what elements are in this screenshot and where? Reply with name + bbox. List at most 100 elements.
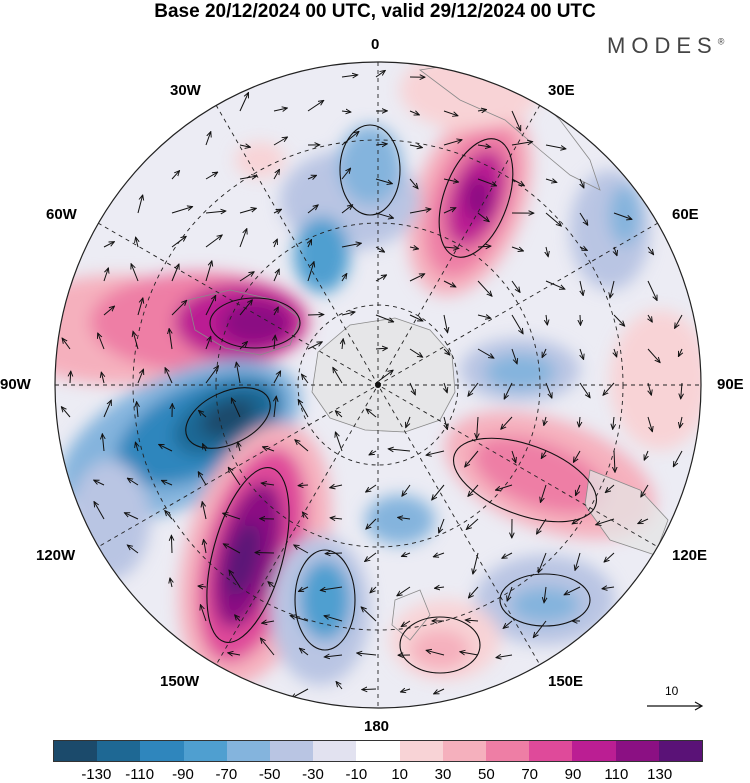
wind-vector-arrow [362, 689, 377, 690]
vector-reference-label: 10 [665, 684, 679, 698]
wind-vector-arrow [341, 243, 361, 248]
wind-vector-arrow [228, 653, 241, 655]
wind-vector-arrow [273, 108, 287, 111]
wind-vector-arrow [648, 382, 651, 395]
wind-vector-arrow [580, 280, 583, 296]
wind-vector-arrow [541, 450, 546, 459]
wind-vector-arrow [537, 518, 547, 534]
colorbar-swatch [54, 741, 98, 761]
south-america-outline [187, 289, 301, 356]
wind-vector-arrow [365, 552, 377, 562]
wind-vector-arrow [205, 211, 226, 213]
wind-vector-arrow [260, 638, 275, 656]
wind-vector-arrow [641, 484, 649, 497]
lon-label-0: 0 [371, 36, 380, 53]
wind-vector-arrow [545, 280, 565, 289]
wind-vector-arrow [605, 484, 615, 493]
colorbar-tick-label: 50 [477, 766, 495, 783]
wind-vector-arrow [239, 229, 247, 248]
wind-vector-arrow [336, 682, 343, 690]
wind-vector-arrow [223, 544, 241, 554]
lon-label-120w: 120W [36, 547, 76, 564]
wind-vector-arrow [579, 382, 590, 398]
wind-vector-arrow [255, 553, 275, 554]
wind-vector-arrow [101, 372, 104, 384]
wind-vector-arrow [342, 339, 343, 350]
wind-vector-arrow [171, 535, 172, 554]
wind-vector-arrow [501, 416, 513, 429]
colorbar-tick-label: 30 [434, 766, 452, 783]
wind-vector-arrow [203, 444, 206, 452]
wind-vector-arrow [98, 333, 105, 350]
wind-vector-arrow [370, 586, 377, 593]
wind-vector-arrow [613, 416, 614, 429]
brand-text: MODES [607, 33, 718, 58]
wind-vector-arrow [103, 306, 115, 316]
wind-vector-arrow [103, 400, 111, 418]
wind-vector-arrow [273, 371, 281, 384]
wind-vector-arrow [564, 586, 581, 595]
wind-vector-arrow [366, 518, 377, 529]
wind-vector-arrow [263, 447, 275, 452]
colorbar-tick-label: 110 [604, 766, 629, 783]
wind-vector-arrow [302, 512, 309, 520]
wind-vector-arrow [369, 451, 377, 455]
colorbar-tick-label: -50 [258, 766, 281, 783]
wind-vector-arrow [169, 329, 172, 350]
wind-vector-arrow [675, 314, 683, 328]
wind-vector-arrow [375, 246, 385, 252]
wind-vector-arrow [261, 483, 275, 485]
wind-vector-arrow [443, 110, 458, 116]
wind-vector-arrow [135, 442, 138, 452]
wind-vector-arrow [298, 400, 309, 418]
colorbar [53, 740, 703, 762]
wind-vector-arrow [375, 178, 392, 184]
wind-vector-arrow [366, 409, 377, 418]
wind-vector-arrow [171, 264, 179, 282]
wind-vector-arrow [375, 348, 388, 349]
wind-vector-arrow [477, 348, 494, 358]
wind-vector-arrow [308, 240, 312, 248]
anomaly-field [55, 62, 701, 708]
wind-vector-arrow [511, 246, 524, 251]
wind-vector-arrow [239, 342, 247, 350]
wind-vector-arrow [444, 416, 447, 430]
wind-vector-arrow [341, 312, 355, 315]
wind-vector-arrow [409, 348, 423, 357]
wind-vector-arrow [409, 247, 419, 249]
colorbar-swatch [529, 741, 573, 761]
wind-vector-arrow [401, 553, 411, 556]
wind-vector-arrow [239, 272, 254, 282]
wind-vector-arrow [614, 348, 617, 357]
wind-vector-arrow [495, 484, 513, 490]
wind-vector-arrow [507, 586, 513, 601]
wind-vector-arrow [502, 552, 513, 558]
wind-vector-arrow [511, 178, 524, 186]
wind-vector-arrow [443, 140, 462, 146]
map-boundary [54, 61, 702, 709]
wind-vector-arrow [330, 485, 343, 488]
wind-vector-arrow [473, 552, 479, 574]
polar-map [54, 61, 702, 709]
wind-vector-arrow [137, 402, 138, 418]
wind-vector-arrow [579, 212, 588, 225]
wind-vector-arrow [443, 247, 459, 248]
wind-vector-arrow [572, 518, 581, 524]
wind-vector-arrow [375, 370, 393, 384]
colorbar-tick-label: 70 [521, 766, 538, 783]
wind-vector-arrow [397, 586, 411, 596]
wind-vector-arrow [198, 586, 207, 587]
colorbar-tick-label: -30 [302, 766, 324, 783]
wind-vector-arrow [290, 616, 309, 622]
wind-vector-arrow [103, 242, 114, 248]
wind-vector-arrow [274, 396, 276, 418]
wind-vector-arrow [433, 553, 445, 557]
wind-vector-arrow [681, 382, 682, 399]
colorbar-swatch [356, 741, 400, 761]
wind-vector-arrow [409, 178, 418, 189]
wind-vector-arrow [580, 178, 584, 188]
wind-vector-arrow [320, 586, 343, 590]
vector-reference-arrow [647, 701, 704, 711]
wind-vector-arrow [511, 110, 521, 131]
wind-vector-arrow [477, 416, 478, 439]
